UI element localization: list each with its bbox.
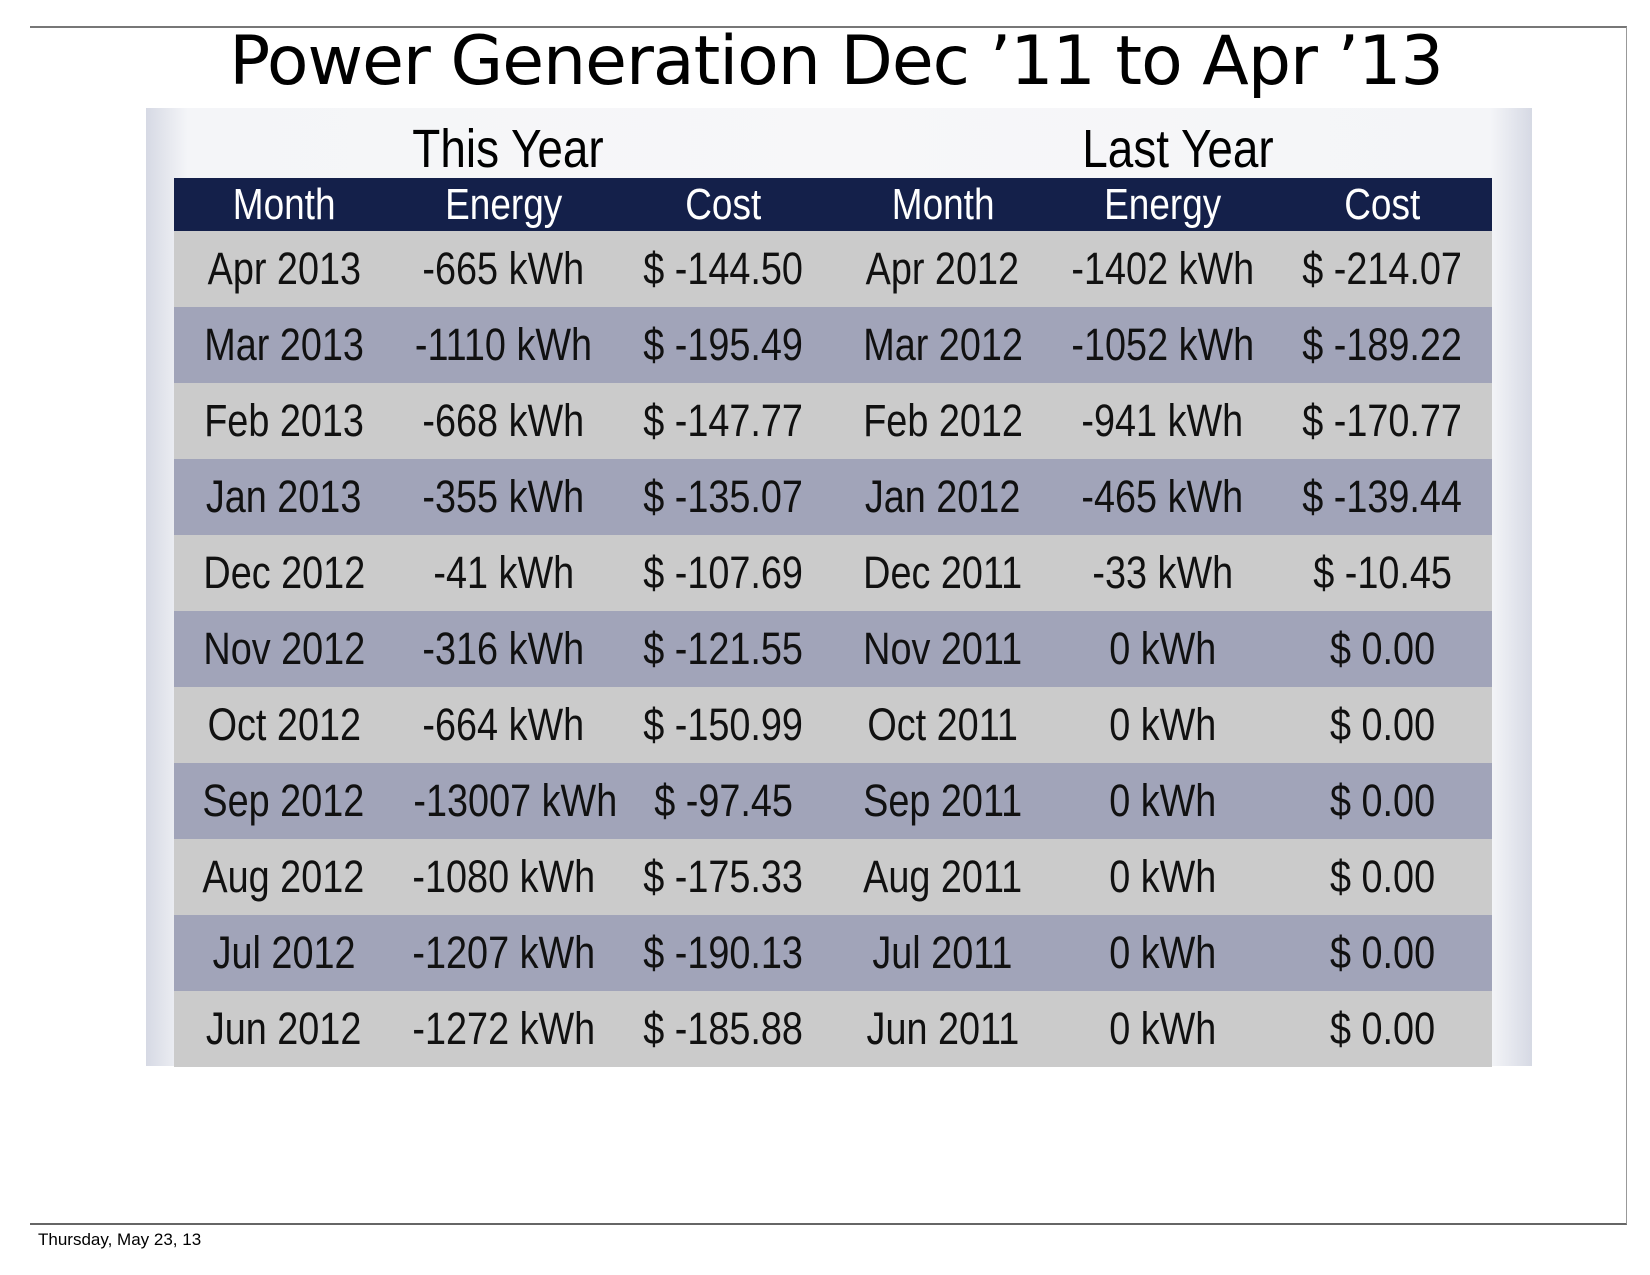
cell-month-last-year: Jun 2011 (832, 991, 1053, 1067)
cell-month: Mar 2013 (174, 307, 394, 383)
cell-cost: $ -195.49 (613, 307, 833, 383)
cell-energy: -1207 kWh (393, 915, 614, 991)
cell-cost-last-year: $ 0.00 (1272, 611, 1492, 687)
table-row: Jul 2012 -1207 kWh $ -190.13 Jul 2011 0 kWh $… (174, 915, 1492, 991)
cell-month: Apr 2013 (174, 231, 394, 307)
header-cost-last-year: Cost (1272, 178, 1492, 231)
cell-energy-last-year: 0 kWh (1052, 763, 1273, 839)
table-row: Apr 2013 -665 kWh $ -144.50 Apr 2012 -1402 k… (174, 231, 1492, 307)
generation-table: Month Energy Cost Month Energy Cost Apr … (174, 178, 1492, 1067)
cell-cost-last-year: $ 0.00 (1272, 687, 1492, 763)
cell-cost-last-year: $ 0.00 (1272, 763, 1492, 839)
table-row: Dec 2012 -41 kWh $ -107.69 Dec 2011 -33 kWh $… (174, 535, 1492, 611)
table-row: Feb 2013 -668 kWh $ -147.77 Feb 2012 -941 kW… (174, 383, 1492, 459)
cell-energy-last-year: 0 kWh (1052, 915, 1273, 991)
footer-date: Thursday, May 23, 13 (38, 1230, 202, 1249)
cell-energy: -1110 kWh (393, 307, 614, 383)
cell-energy: -41 kWh (393, 535, 614, 611)
cell-cost: $ -175.33 (613, 839, 833, 915)
cell-energy-last-year: 0 kWh (1052, 839, 1273, 915)
cell-cost: $ -144.50 (613, 231, 833, 307)
table-row: Jan 2013 -355 kWh $ -135.07 Jan 2012 -465 kW… (174, 459, 1492, 535)
table-row: Mar 2013 -1110 kWh $ -195.49 Mar 2012 -1052 … (174, 307, 1492, 383)
cell-cost-last-year: $ -10.45 (1272, 535, 1492, 611)
cell-month-last-year: Feb 2012 (832, 383, 1053, 459)
cell-energy: -355 kWh (393, 459, 614, 535)
table-row: Nov 2012 -316 kWh $ -121.55 Nov 2011 0 kWh $ … (174, 611, 1492, 687)
header-energy-last-year: Energy (1052, 178, 1273, 231)
cell-cost-last-year: $ -189.22 (1272, 307, 1492, 383)
cell-energy-last-year: -465 kWh (1052, 459, 1273, 535)
cell-month: Dec 2012 (174, 535, 394, 611)
generation-table-panel: This Year Last Year Month Energy Cost Mo… (146, 108, 1532, 1067)
cell-energy: -665 kWh (393, 231, 614, 307)
cell-energy-last-year: -1402 kWh (1052, 231, 1273, 307)
cell-month-last-year: Apr 2012 (832, 231, 1053, 307)
slide-title: Power Generation Dec ’11 to Apr ’13 (229, 22, 1443, 101)
cell-cost-last-year: $ -214.07 (1272, 231, 1492, 307)
cell-energy: -664 kWh (393, 687, 614, 763)
cell-cost: $ -97.45 (613, 763, 833, 839)
cell-cost: $ -107.69 (613, 535, 833, 611)
cell-cost: $ -185.88 (613, 991, 833, 1067)
cell-month: Jun 2012 (174, 991, 394, 1067)
cell-energy-last-year: 0 kWh (1052, 611, 1273, 687)
header-cost: Cost (613, 178, 833, 231)
table-row: Sep 2012 -13007 kWh $ -97.45 Sep 2011 0 kWh $… (174, 763, 1492, 839)
cell-month: Feb 2013 (174, 383, 394, 459)
this-year-heading: This Year (412, 119, 604, 179)
cell-cost-last-year: $ -139.44 (1272, 459, 1492, 535)
cell-month: Oct 2012 (174, 687, 394, 763)
cell-month-last-year: Nov 2011 (832, 611, 1053, 687)
header-energy: Energy (393, 178, 614, 231)
cell-energy: -13007 kWh (393, 763, 617, 839)
cell-energy-last-year: 0 kWh (1052, 991, 1273, 1067)
table-row: Aug 2012 -1080 kWh $ -175.33 Aug 2011 0 kWh $… (174, 839, 1492, 915)
cell-month-last-year: Sep 2011 (832, 763, 1053, 839)
cell-cost: $ -147.77 (613, 383, 833, 459)
cell-energy: -1272 kWh (393, 991, 614, 1067)
cell-month: Sep 2012 (174, 763, 394, 839)
cell-cost: $ -135.07 (613, 459, 833, 535)
cell-energy-last-year: -941 kWh (1052, 383, 1273, 459)
cell-month: Nov 2012 (174, 611, 394, 687)
cell-month-last-year: Mar 2012 (832, 307, 1053, 383)
cell-cost: $ -121.55 (613, 611, 833, 687)
cell-month-last-year: Aug 2011 (832, 839, 1053, 915)
cell-cost-last-year: $ -170.77 (1272, 383, 1492, 459)
cell-energy-last-year: -33 kWh (1052, 535, 1273, 611)
cell-cost: $ -190.13 (613, 915, 833, 991)
table-row: Jun 2012 -1272 kWh $ -185.88 Jun 2011 0 kWh $… (174, 991, 1492, 1067)
cell-energy-last-year: 0 kWh (1052, 687, 1273, 763)
cell-energy-last-year: -1052 kWh (1052, 307, 1273, 383)
slide-frame (30, 26, 1627, 1225)
cell-month-last-year: Jul 2011 (832, 915, 1053, 991)
table-row: Oct 2012 -664 kWh $ -150.99 Oct 2011 0 kWh $ … (174, 687, 1492, 763)
cell-month: Aug 2012 (174, 839, 394, 915)
last-year-heading: Last Year (1082, 119, 1274, 179)
cell-month: Jul 2012 (174, 915, 394, 991)
cell-month-last-year: Dec 2011 (832, 535, 1053, 611)
cell-energy: -316 kWh (393, 611, 614, 687)
cell-energy: -668 kWh (393, 383, 614, 459)
cell-energy: -1080 kWh (393, 839, 614, 915)
cell-cost-last-year: $ 0.00 (1272, 915, 1492, 991)
header-month-last-year: Month (832, 178, 1053, 231)
cell-cost: $ -150.99 (613, 687, 833, 763)
table-header-row: Month Energy Cost Month Energy Cost (174, 178, 1492, 231)
cell-month-last-year: Jan 2012 (832, 459, 1053, 535)
header-month: Month (174, 178, 394, 231)
cell-cost-last-year: $ 0.00 (1272, 991, 1492, 1067)
cell-cost-last-year: $ 0.00 (1272, 839, 1492, 915)
cell-month-last-year: Oct 2011 (832, 687, 1053, 763)
cell-month: Jan 2013 (174, 459, 394, 535)
